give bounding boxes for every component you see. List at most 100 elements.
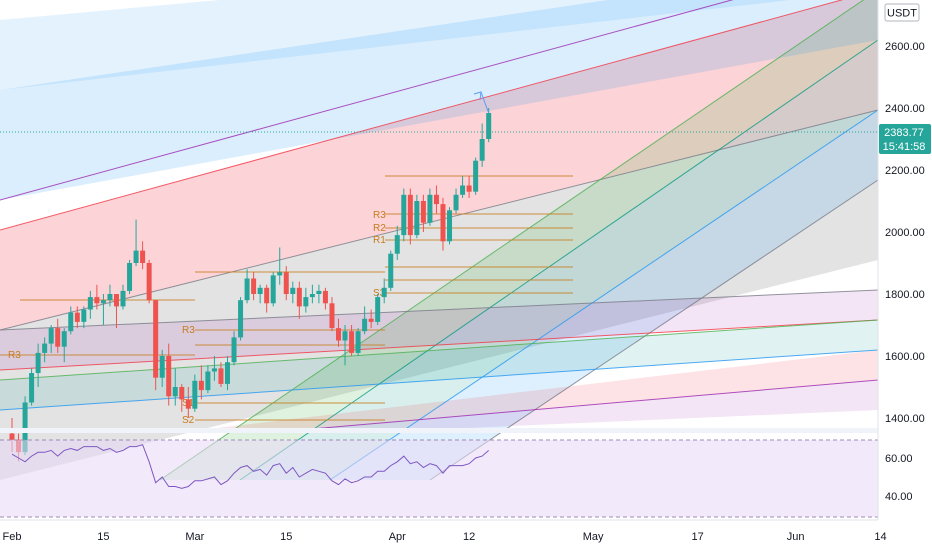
price-tick-label: 1600.00 [885, 351, 925, 363]
fan-line-0 [0, 109, 879, 331]
pivot-label-4: R3 [182, 325, 195, 336]
candle-body [486, 113, 492, 139]
candle-body [251, 278, 257, 294]
candle-body [296, 287, 302, 307]
fan-line-2 [0, 0, 734, 201]
price-tick-label: 2600.00 [885, 41, 925, 53]
candle-body [244, 278, 250, 301]
fan-band-9 [200, 350, 878, 430]
candle-body [355, 331, 361, 353]
candle [198, 365, 204, 400]
pivot-label-0: R3 [373, 210, 386, 221]
candle-body [264, 287, 270, 304]
candle-body [35, 352, 41, 374]
candle-body [120, 290, 126, 307]
currency-label-text: USDT [887, 8, 917, 20]
candle-body [94, 297, 100, 304]
candle [120, 284, 126, 310]
fan-line-9 [0, 319, 879, 381]
candle-body [113, 294, 119, 307]
time-tick-label: Feb [3, 531, 22, 543]
candle-body [270, 275, 276, 304]
candle [342, 325, 348, 366]
candle [394, 225, 400, 260]
candle [460, 176, 466, 198]
candle [401, 188, 407, 242]
candle [466, 176, 472, 198]
candle-body [218, 368, 224, 384]
candle [257, 284, 263, 304]
candle [453, 188, 459, 214]
candle [427, 188, 433, 226]
pane-separator[interactable] [0, 428, 878, 433]
candle-body [100, 300, 106, 304]
candle [166, 343, 172, 406]
candle [322, 287, 328, 310]
candle [107, 284, 113, 307]
candle [283, 266, 289, 301]
candle-body [257, 287, 263, 294]
candle-body [322, 290, 328, 304]
candle-body [349, 331, 355, 353]
candle-body [433, 194, 439, 205]
fan-line-5 [329, 109, 879, 481]
candle-body [329, 303, 335, 329]
fan-band-7 [0, 290, 878, 370]
candle-body [362, 318, 368, 332]
candle [433, 185, 439, 214]
time-tick-label: 14 [874, 531, 886, 543]
candle [205, 365, 211, 394]
time-axis[interactable]: Feb 15 Mar 15 Apr 12 May 17 Jun 14 [0, 519, 932, 550]
candle [192, 374, 198, 412]
candle-body [153, 300, 159, 378]
candle-body [453, 194, 459, 211]
candle-body [22, 402, 28, 453]
forecast-line [480, 91, 490, 114]
candle [48, 325, 54, 353]
price-tick-label: 2000.00 [885, 227, 925, 239]
candle [146, 259, 152, 304]
candle-body [224, 362, 230, 384]
candle-body [192, 380, 198, 409]
price-tick-label: 1800.00 [885, 289, 925, 301]
candle-body [74, 312, 80, 322]
candle-body [140, 250, 146, 263]
candle [140, 241, 146, 270]
candle [486, 108, 492, 143]
candle [407, 188, 413, 245]
candle [414, 194, 420, 239]
candle [336, 318, 341, 347]
fan-line-3 [159, 0, 865, 481]
rsi-band-fill [0, 440, 878, 517]
candle-body [238, 300, 244, 338]
fan-line-7 [0, 289, 879, 331]
time-tick-label: Jun [787, 531, 805, 543]
time-tick-label: Mar [185, 531, 204, 543]
candle-body [87, 297, 93, 310]
fan-band-6 [0, 0, 791, 90]
candle-body [401, 194, 407, 236]
candle [381, 278, 387, 304]
candle-body [447, 210, 453, 242]
candle-body [427, 194, 433, 223]
candle [55, 318, 61, 353]
candle [74, 306, 80, 329]
candle [473, 157, 479, 195]
candle [368, 309, 374, 329]
candle-body [133, 250, 139, 263]
candle-body [342, 331, 348, 341]
forecast-arrow [473, 91, 490, 114]
fan-line-1 [0, 0, 844, 231]
candle-body [55, 328, 61, 347]
candle-body [61, 331, 67, 347]
candle [251, 272, 257, 301]
rsi-tick-label: 40.00 [885, 491, 913, 503]
candle [238, 297, 244, 341]
candle [113, 294, 119, 329]
fan-band-8 [0, 320, 878, 410]
candle-body [81, 309, 87, 322]
price-axis[interactable]: 1400.00 1600.00 1800.00 2000.00 2200.00 2400.… [877, 0, 932, 520]
candle-body [42, 343, 48, 353]
fan-line-4 [239, 39, 879, 481]
